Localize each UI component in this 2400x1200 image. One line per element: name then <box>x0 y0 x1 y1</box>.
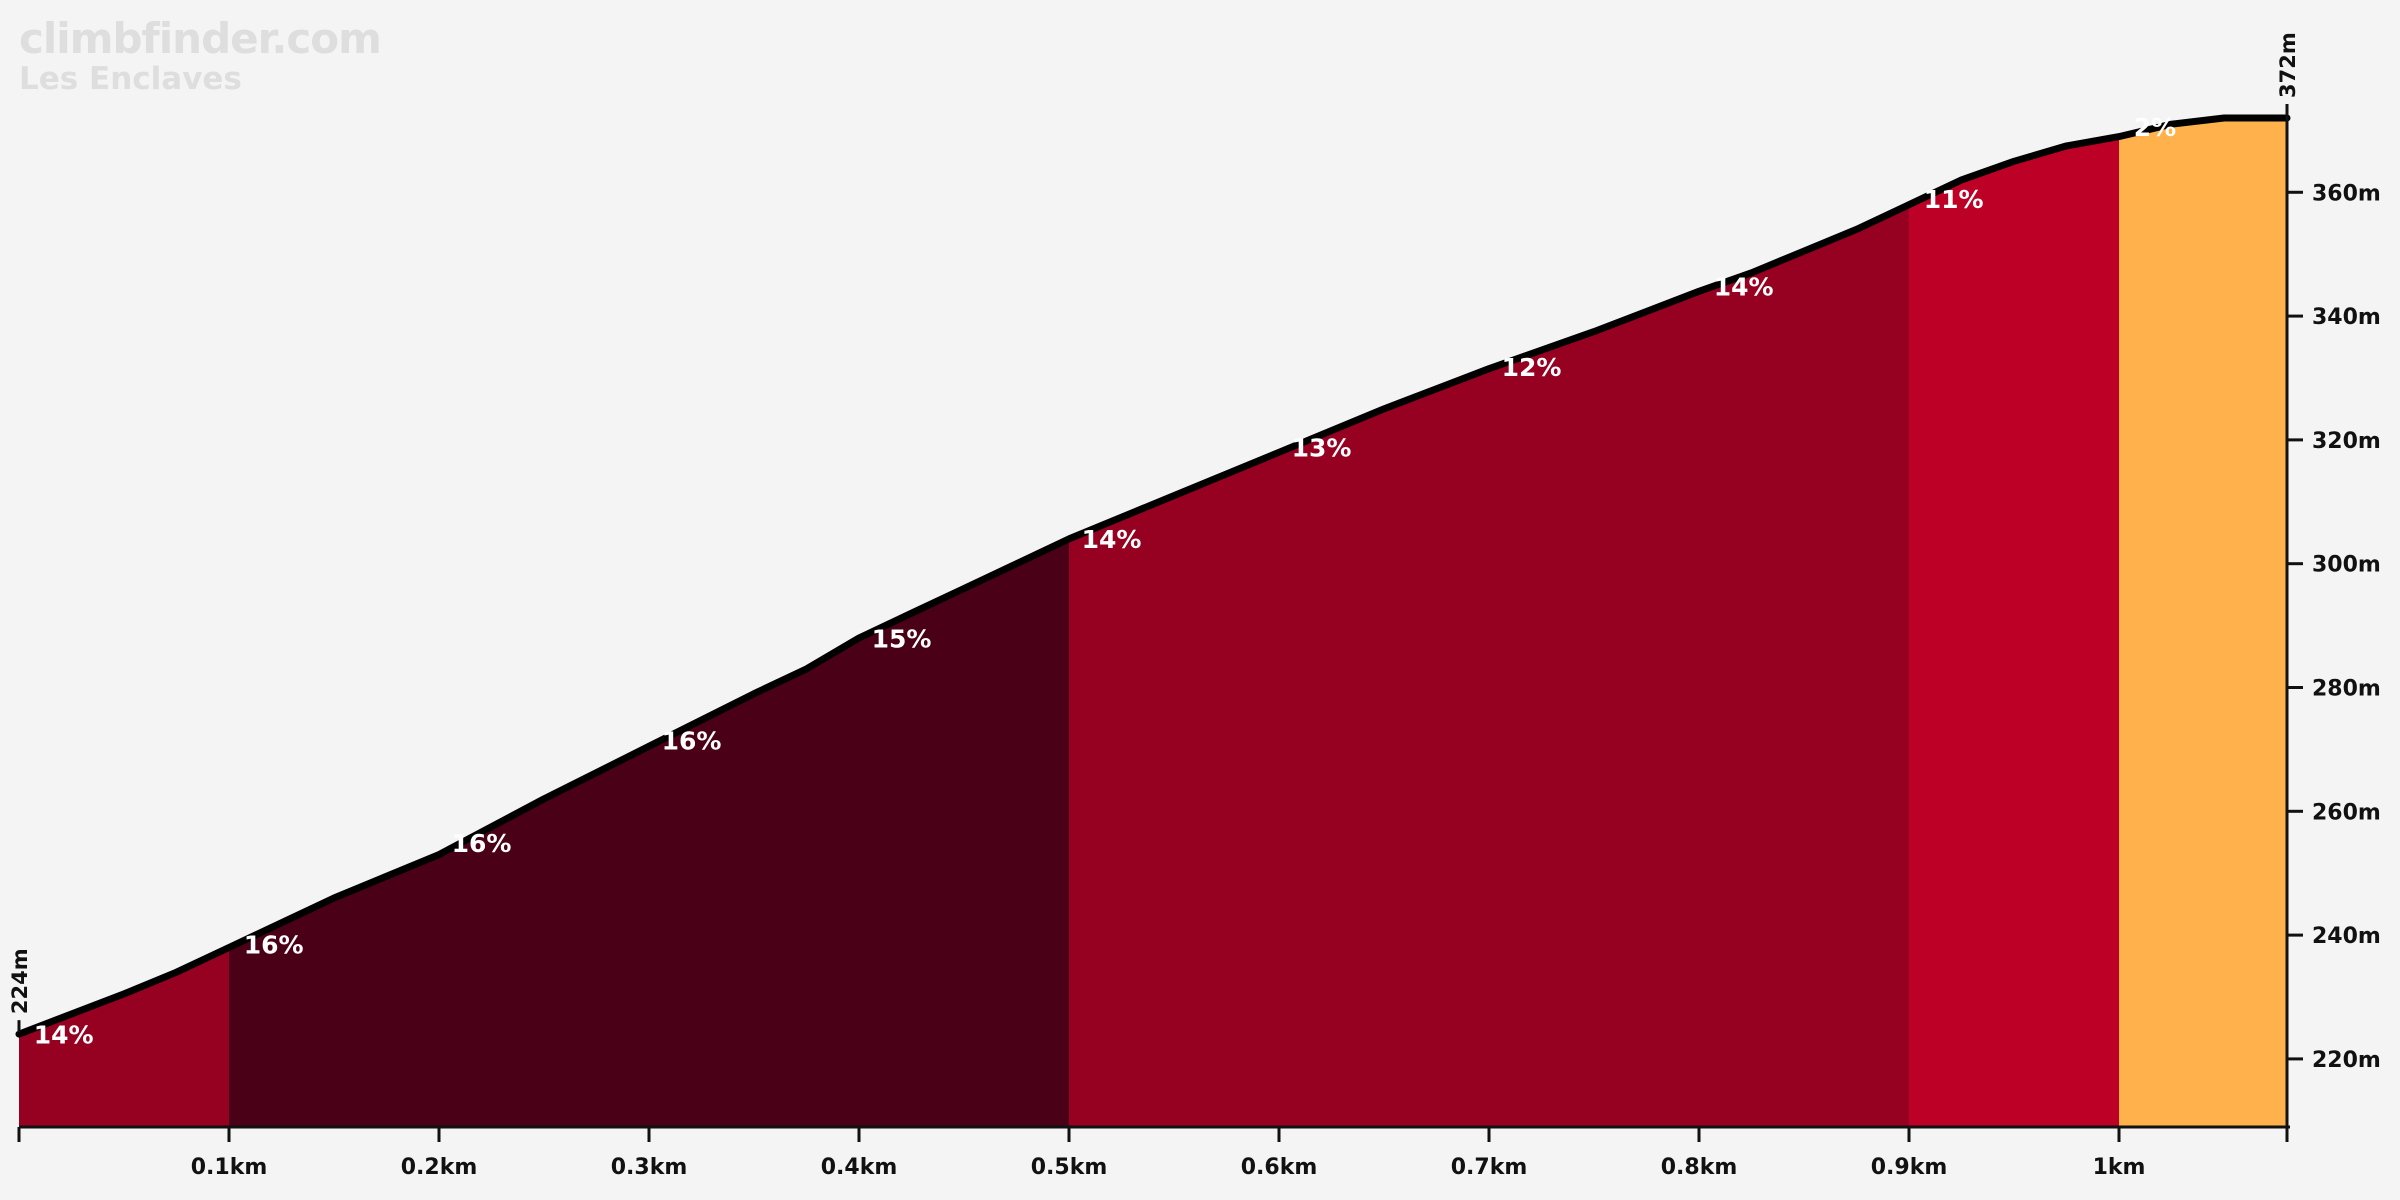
y-tick-label: 320m <box>2312 429 2381 454</box>
profile-line <box>15 114 2291 1038</box>
grade-label: 14% <box>1714 273 1774 302</box>
y-tick-label: 260m <box>2312 800 2381 825</box>
gradient-segment-1 <box>19 947 229 1127</box>
x-tick-label: 1km <box>2093 1155 2146 1180</box>
site-name: climbfinder.com <box>19 14 382 63</box>
x-tick-label: 0.2km <box>401 1155 478 1180</box>
grade-label: 16% <box>452 829 512 858</box>
y-tick-label: 340m <box>2312 305 2381 330</box>
branding: climbfinder.com Les Enclaves <box>19 14 382 97</box>
x-tick-label: 0.4km <box>821 1155 898 1180</box>
grade-label: 14% <box>1082 525 1142 554</box>
axes: 0.1km 0.2km 0.3km 0.4km 0.5km 0.6km 0.7km 0.8km… <box>8 32 2381 1180</box>
start-elevation-label: 224m <box>8 948 32 1014</box>
grade-label: 14% <box>34 1020 94 1049</box>
y-tick-label: 240m <box>2312 924 2381 949</box>
y-tick-label: 300m <box>2312 553 2381 578</box>
x-tick-label: 0.8km <box>1661 1155 1738 1180</box>
grade-label: 11% <box>1924 185 1984 214</box>
x-tick-label: 0.6km <box>1241 1155 1318 1180</box>
grade-label: 16% <box>662 726 722 755</box>
grade-label: 16% <box>244 931 304 960</box>
grade-label: 2% <box>2134 113 2176 142</box>
climb-name: Les Enclaves <box>19 61 242 97</box>
end-elevation-label: 372m <box>2276 32 2300 98</box>
grade-label: 13% <box>1292 434 1352 463</box>
gradient-segment-4 <box>1909 136 2119 1128</box>
grade-labels: 14% 16% 16% 16% 15% 14% 13% 12% 14% 11% 2% <box>34 113 2176 1049</box>
grade-label: 15% <box>872 624 932 653</box>
x-tick-label: 0.9km <box>1871 1155 1948 1180</box>
x-tick-label: 0.5km <box>1031 1155 1108 1180</box>
grade-label: 12% <box>1502 353 1562 382</box>
y-tick-label: 220m <box>2312 1048 2381 1073</box>
gradient-segment-5 <box>2119 118 2287 1127</box>
x-tick-label: 0.7km <box>1451 1155 1528 1180</box>
gradient-segments <box>19 118 2287 1128</box>
y-tick-label: 360m <box>2312 181 2381 206</box>
profile-line-layer <box>15 114 2291 1038</box>
x-tick-label: 0.1km <box>191 1155 268 1180</box>
gradient-segment-3 <box>1069 204 1909 1127</box>
x-tick-label: 0.3km <box>611 1155 688 1180</box>
gradient-segment-2 <box>229 538 1069 1127</box>
y-tick-label: 280m <box>2312 676 2381 701</box>
